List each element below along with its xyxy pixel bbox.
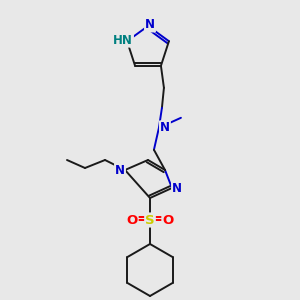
Text: HN: HN	[113, 34, 133, 47]
Text: N: N	[172, 182, 182, 194]
Text: N: N	[145, 19, 155, 32]
Text: O: O	[162, 214, 174, 226]
Text: N: N	[160, 121, 170, 134]
Text: S: S	[145, 214, 155, 226]
Text: N: N	[115, 164, 125, 176]
Text: O: O	[126, 214, 138, 226]
